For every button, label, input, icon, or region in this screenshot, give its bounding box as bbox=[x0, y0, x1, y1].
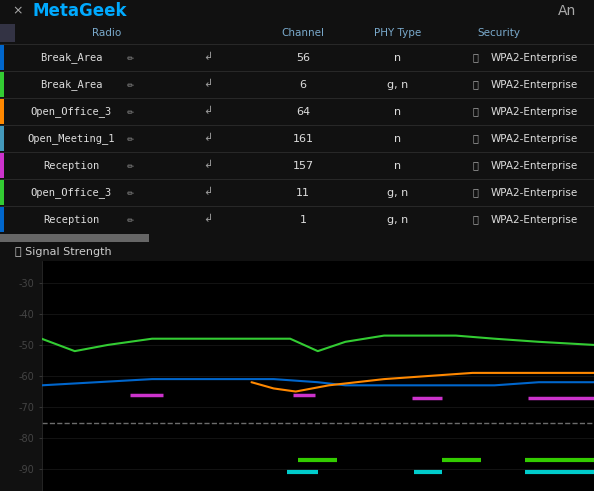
Text: ✏: ✏ bbox=[127, 215, 134, 224]
Text: g, n: g, n bbox=[387, 215, 409, 224]
FancyBboxPatch shape bbox=[0, 126, 4, 151]
Text: 🔒: 🔒 bbox=[472, 161, 478, 170]
Text: n: n bbox=[394, 161, 402, 170]
Text: 🔒: 🔒 bbox=[472, 80, 478, 89]
Text: WPA2-Enterprise: WPA2-Enterprise bbox=[491, 107, 578, 116]
Text: Channel: Channel bbox=[282, 28, 324, 38]
Text: 🔒: 🔒 bbox=[472, 107, 478, 116]
Text: MetaGeek: MetaGeek bbox=[33, 2, 127, 20]
Text: 64: 64 bbox=[296, 107, 310, 116]
Text: WPA2-Enterprise: WPA2-Enterprise bbox=[491, 134, 578, 143]
Text: ×: × bbox=[12, 4, 23, 18]
Text: Open_Meeting_1: Open_Meeting_1 bbox=[27, 133, 115, 144]
Text: An: An bbox=[558, 4, 576, 18]
Text: n: n bbox=[394, 53, 402, 62]
FancyBboxPatch shape bbox=[0, 72, 4, 97]
Text: 157: 157 bbox=[292, 161, 314, 170]
FancyBboxPatch shape bbox=[0, 207, 4, 232]
Text: g, n: g, n bbox=[387, 188, 409, 197]
Text: ↲: ↲ bbox=[203, 134, 213, 143]
FancyBboxPatch shape bbox=[0, 99, 4, 124]
Text: g, n: g, n bbox=[387, 80, 409, 89]
FancyBboxPatch shape bbox=[0, 153, 4, 178]
Text: ✏: ✏ bbox=[127, 80, 134, 89]
Text: ✏: ✏ bbox=[127, 107, 134, 116]
Text: ✏: ✏ bbox=[127, 161, 134, 170]
Text: 161: 161 bbox=[292, 134, 314, 143]
Text: 🔒: 🔒 bbox=[472, 134, 478, 143]
Text: ↲: ↲ bbox=[203, 215, 213, 224]
Text: Break_Area: Break_Area bbox=[40, 79, 103, 90]
Text: Radio: Radio bbox=[92, 28, 122, 38]
Text: ↲: ↲ bbox=[203, 107, 213, 116]
Text: ↲: ↲ bbox=[203, 188, 213, 197]
Text: Open_Office_3: Open_Office_3 bbox=[31, 187, 112, 198]
Text: Break_Area: Break_Area bbox=[40, 52, 103, 63]
Text: 🔒: 🔒 bbox=[472, 53, 478, 62]
Text: WPA2-Enterprise: WPA2-Enterprise bbox=[491, 53, 578, 62]
Text: ↲: ↲ bbox=[203, 161, 213, 170]
Text: n: n bbox=[394, 107, 402, 116]
Text: Security: Security bbox=[478, 28, 520, 38]
Text: WPA2-Enterprise: WPA2-Enterprise bbox=[491, 161, 578, 170]
Text: ✏: ✏ bbox=[127, 53, 134, 62]
Text: Reception: Reception bbox=[43, 161, 99, 170]
Text: 🖥 Signal Strength: 🖥 Signal Strength bbox=[15, 247, 112, 257]
FancyBboxPatch shape bbox=[0, 24, 15, 42]
Text: ↲: ↲ bbox=[203, 80, 213, 89]
Text: WPA2-Enterprise: WPA2-Enterprise bbox=[491, 215, 578, 224]
Text: Reception: Reception bbox=[43, 215, 99, 224]
Text: WPA2-Enterprise: WPA2-Enterprise bbox=[491, 188, 578, 197]
Text: WPA2-Enterprise: WPA2-Enterprise bbox=[491, 80, 578, 89]
FancyBboxPatch shape bbox=[0, 234, 148, 242]
Text: 🔒: 🔒 bbox=[472, 215, 478, 224]
Text: ✏: ✏ bbox=[127, 188, 134, 197]
FancyBboxPatch shape bbox=[0, 45, 4, 70]
Text: 11: 11 bbox=[296, 188, 310, 197]
Text: 🔒: 🔒 bbox=[472, 188, 478, 197]
Text: ↲: ↲ bbox=[203, 53, 213, 62]
Text: ✏: ✏ bbox=[127, 134, 134, 143]
Text: PHY Type: PHY Type bbox=[374, 28, 422, 38]
Text: 1: 1 bbox=[299, 215, 307, 224]
Text: 6: 6 bbox=[299, 80, 307, 89]
Text: 56: 56 bbox=[296, 53, 310, 62]
FancyBboxPatch shape bbox=[0, 180, 4, 205]
Text: n: n bbox=[394, 134, 402, 143]
Text: Open_Office_3: Open_Office_3 bbox=[31, 106, 112, 117]
